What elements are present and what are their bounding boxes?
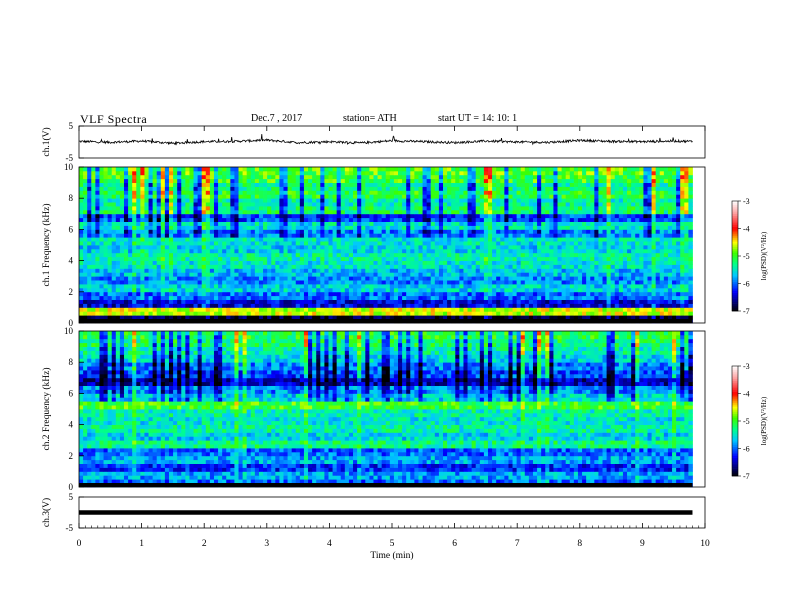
colorbar-ch1-label: log(PSD)(V²/Hz) [760, 231, 768, 280]
colorbar-ch1-tick-label: -4 [743, 225, 750, 234]
x-tick-label: 4 [327, 539, 332, 549]
colorbar-ch2-tick-label: -5 [743, 417, 750, 426]
ch2-spec-ylabel: ch.2 Frequency (kHz) [41, 367, 52, 450]
ch1-spec-baseline-band [79, 319, 693, 323]
colorbar-ch2-tick-label: -6 [743, 445, 750, 454]
x-tick-label: 2 [202, 539, 207, 549]
colorbar-ch1-tick-label: -6 [743, 280, 750, 289]
ch2-spec-ytick-tick-label: 6 [69, 388, 74, 398]
ch2-spec-ytick-tick-label: 2 [69, 451, 74, 461]
ch1-spec-ytick-tick-label: 10 [64, 162, 74, 172]
x-tick-label: 7 [515, 539, 520, 549]
x-tick-label: 10 [700, 539, 710, 549]
colorbar-ch2-tick-label: -4 [743, 390, 750, 399]
colorbar-ch2-tick-label: -7 [743, 472, 750, 481]
ch2-spec-ytick-tick-label: 10 [64, 326, 74, 336]
date-label: Dec.7 , 2017 [251, 113, 303, 124]
colorbar-ch1-tick-label: -5 [743, 252, 750, 261]
x-tick-label: 3 [264, 539, 269, 549]
x-tick-label: 5 [390, 539, 395, 549]
ch2-spec-frame [78, 330, 706, 488]
ch1-wave-ytick-label: 5 [69, 121, 74, 131]
x-tick-label: 6 [452, 539, 457, 549]
ch2-spec-image [79, 331, 693, 488]
ch1-spec-ytick-tick-label: 6 [69, 224, 74, 234]
ch2-spec-ytick-tick-label: 4 [69, 420, 74, 430]
ch1-wave-ytick-label: -5 [66, 153, 74, 163]
x-tick-label: 0 [77, 539, 82, 549]
ch1-spec-image [79, 167, 693, 324]
ch3-wave-ytick-label: 5 [69, 492, 74, 502]
colorbar-ch1 [732, 201, 738, 312]
ch1-spec-ytick-tick-label: 8 [69, 193, 74, 203]
ch1-spec-ytick-tick-label: 0 [69, 318, 74, 328]
ch1-waveform-line [78, 134, 693, 146]
x-tick-label: 9 [640, 539, 645, 549]
x-tick-label: 8 [577, 539, 582, 549]
start-time-label: start UT = 14: 10: 1 [438, 113, 518, 124]
ch1-spec-ylabel: ch.1 Frequency (kHz) [41, 203, 52, 286]
ch1-spec-ytick-tick-label: 4 [69, 256, 74, 266]
x-tick-label: 1 [139, 539, 144, 549]
ch1-spec-ytick-tick-label: 2 [69, 287, 74, 297]
ch3-wave-ylabel: ch.3(V) [41, 498, 52, 527]
station-label: station= ATH [343, 113, 397, 124]
colorbar-ch1-tick-label: -3 [743, 197, 750, 206]
ch2-spec-baseline-band [79, 483, 693, 487]
colorbar-ch2 [732, 366, 738, 477]
ch3-wave-ytick-label: -5 [66, 523, 74, 533]
ch2-spec-ytick-tick-label: 8 [69, 357, 74, 367]
chart-title: VLF Spectra [80, 112, 148, 126]
ch1-wave-ylabel: ch.1(V) [41, 127, 52, 156]
ch1-spec-frame [78, 166, 706, 324]
colorbar-ch2-tick-label: -3 [743, 362, 750, 371]
colorbar-ch1-tick-label: -7 [743, 307, 750, 316]
x-axis-label: Time (min) [370, 550, 413, 561]
ch2-spec-ytick-tick-label: 0 [69, 482, 74, 492]
colorbar-ch2-label: log(PSD)(V²/Hz) [760, 396, 768, 445]
